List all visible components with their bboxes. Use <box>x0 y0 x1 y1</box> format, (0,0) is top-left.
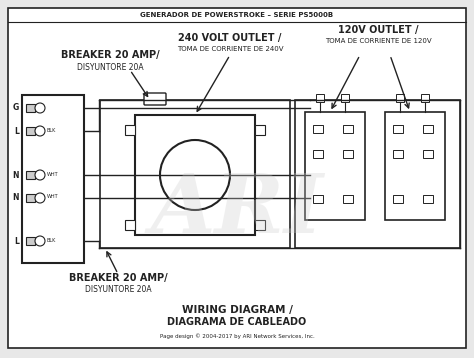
Text: GENERADOR DE POWERSTROKE – SERIE PS5000B: GENERADOR DE POWERSTROKE – SERIE PS5000B <box>140 12 334 18</box>
Bar <box>393 150 403 158</box>
Text: 240 VOLT OUTLET /: 240 VOLT OUTLET / <box>178 33 282 43</box>
Bar <box>135 115 255 235</box>
Bar <box>423 125 433 133</box>
Bar <box>343 195 353 203</box>
Circle shape <box>35 236 45 246</box>
Bar <box>295 100 460 248</box>
Text: BLK: BLK <box>47 237 56 242</box>
Text: BREAKER 20 AMP/: BREAKER 20 AMP/ <box>69 273 167 283</box>
Text: DISYUNTORE 20A: DISYUNTORE 20A <box>85 285 151 294</box>
Circle shape <box>35 126 45 136</box>
Text: L: L <box>14 237 19 246</box>
Circle shape <box>35 103 45 113</box>
Text: 120V OUTLET /: 120V OUTLET / <box>338 25 418 35</box>
Bar <box>313 195 323 203</box>
Bar <box>423 150 433 158</box>
Text: WHT: WHT <box>47 171 59 176</box>
Bar <box>393 195 403 203</box>
Text: WIRING DIAGRAM /: WIRING DIAGRAM / <box>182 305 292 315</box>
Bar <box>423 195 433 203</box>
Bar <box>343 125 353 133</box>
Text: DISYUNTORE 20A: DISYUNTORE 20A <box>77 63 143 72</box>
Bar <box>26 237 35 245</box>
Text: WHT: WHT <box>47 194 59 199</box>
Bar <box>393 125 403 133</box>
Bar <box>255 220 265 230</box>
Bar <box>125 125 135 135</box>
Circle shape <box>160 140 230 210</box>
Bar <box>421 94 429 102</box>
Bar <box>26 127 35 135</box>
Bar <box>125 220 135 230</box>
Bar <box>385 112 445 220</box>
Text: N: N <box>12 170 19 179</box>
Circle shape <box>35 193 45 203</box>
Text: L: L <box>14 126 19 135</box>
Bar <box>341 94 349 102</box>
Bar <box>22 95 84 263</box>
Bar <box>26 171 35 179</box>
Bar <box>26 194 35 202</box>
Bar <box>255 125 265 135</box>
Text: ARI: ARI <box>151 170 323 250</box>
Text: BREAKER 20 AMP/: BREAKER 20 AMP/ <box>61 50 159 60</box>
Text: DIAGRAMA DE CABLEADO: DIAGRAMA DE CABLEADO <box>167 317 307 327</box>
Bar <box>26 104 35 112</box>
Text: BLK: BLK <box>47 127 56 132</box>
FancyBboxPatch shape <box>144 93 166 105</box>
Text: TOMA DE CORRIENTE DE 120V: TOMA DE CORRIENTE DE 120V <box>325 38 431 44</box>
Text: TOMA DE CORRIENTE DE 240V: TOMA DE CORRIENTE DE 240V <box>177 46 283 52</box>
Bar <box>396 94 404 102</box>
Bar <box>316 94 324 102</box>
Bar <box>100 100 290 248</box>
Bar <box>343 150 353 158</box>
Text: N: N <box>12 194 19 203</box>
Text: Page design © 2004-2017 by ARI Network Services, Inc.: Page design © 2004-2017 by ARI Network S… <box>160 333 314 339</box>
Bar <box>305 112 365 220</box>
Bar <box>313 125 323 133</box>
Text: G: G <box>13 103 19 112</box>
Circle shape <box>35 170 45 180</box>
Bar <box>313 150 323 158</box>
